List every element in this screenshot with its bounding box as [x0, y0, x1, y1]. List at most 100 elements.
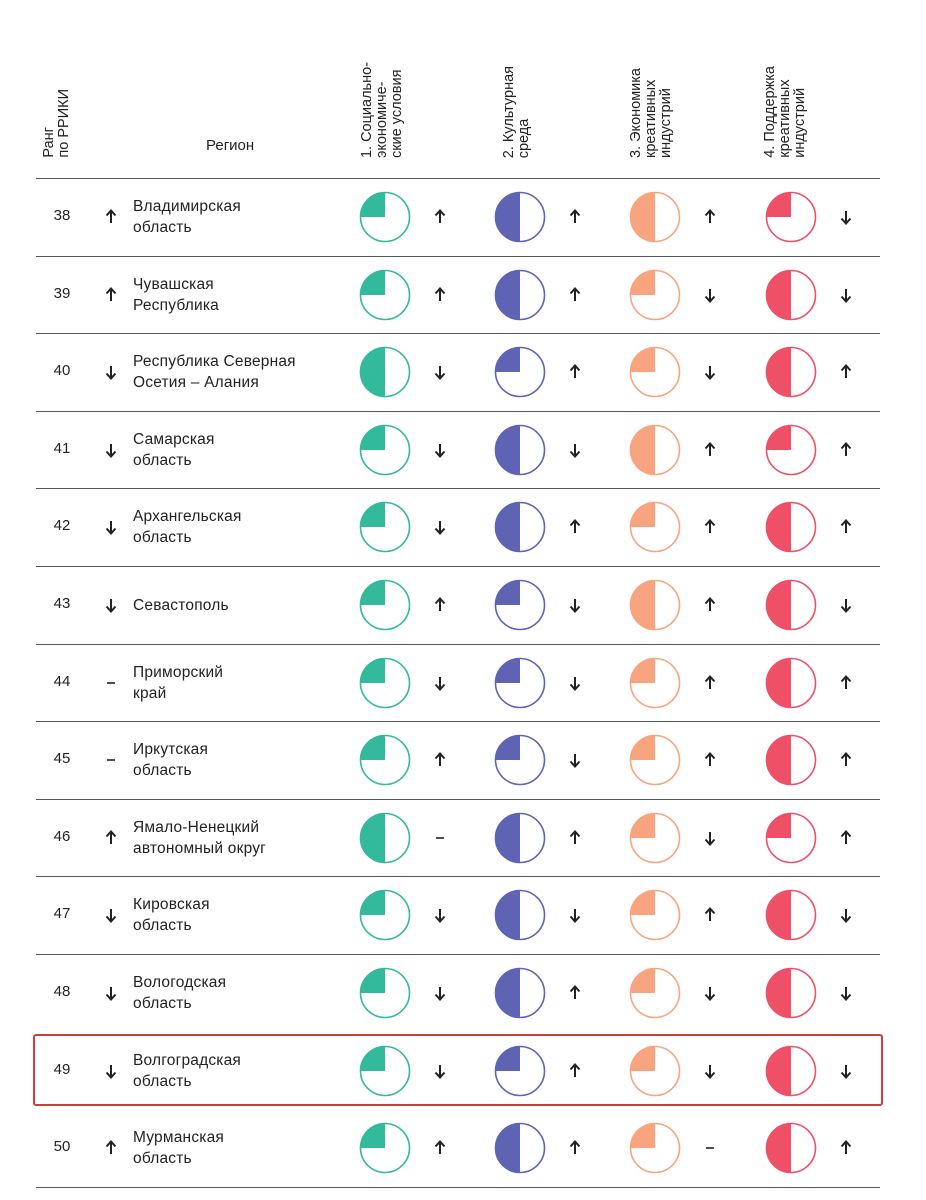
score-trend-down-icon — [565, 595, 585, 615]
rank-trend-none-icon — [101, 750, 121, 770]
row-divider — [36, 488, 880, 490]
score-trend-up-icon — [565, 517, 585, 537]
region-name-text: Республика Северная Осетия – Алания — [133, 353, 296, 392]
region-name-text: Волгоградская область — [133, 1051, 242, 1090]
score-trend-up-icon — [565, 285, 585, 305]
score-pie-icon — [629, 812, 681, 864]
region-name-text: Мурманская область — [133, 1129, 225, 1168]
column-header-creative-economy: 3. Экономика креативных индустрий — [628, 68, 674, 158]
score-pie-icon — [765, 346, 817, 398]
score-pie-icon — [765, 812, 817, 864]
row-divider — [36, 876, 880, 878]
score-trend-down-icon — [836, 983, 856, 1003]
score-trend-down-icon — [700, 983, 720, 1003]
score-trend-down-icon — [836, 905, 856, 925]
score-trend-up-icon — [430, 285, 450, 305]
table-row: 40 Республика Северная Осетия – Алания — [0, 333, 926, 411]
score-trend-none-icon — [430, 828, 450, 848]
score-pie-icon — [629, 657, 681, 709]
column-header-socioeconomic: 1. Социально- экономиче- ские условия — [359, 61, 405, 158]
score-pie-icon — [494, 269, 546, 321]
score-trend-up-icon — [700, 440, 720, 460]
row-divider — [36, 333, 880, 335]
score-pie-icon — [359, 579, 411, 631]
row-divider — [36, 178, 880, 179]
rank-value: 49 — [53, 1060, 71, 1078]
score-pie-icon — [494, 1122, 546, 1174]
score-pie-icon — [359, 424, 411, 476]
score-trend-down-icon — [700, 1061, 720, 1081]
rank-value: 38 — [53, 207, 71, 224]
rank-trend-down-icon — [101, 595, 121, 615]
score-trend-down-icon — [565, 905, 585, 925]
score-trend-up-icon — [836, 362, 856, 382]
row-divider — [36, 410, 880, 412]
score-pie-icon — [494, 579, 546, 631]
score-pie-icon — [359, 191, 411, 243]
score-pie-icon — [494, 967, 546, 1019]
score-pie-icon — [765, 1045, 817, 1097]
score-pie-icon — [494, 424, 546, 476]
table-row: 47 Кировская область — [0, 876, 926, 954]
column-header-creative-support: 4. Поддержка креативных индустрий — [762, 66, 808, 158]
region-name: Кировская область — [133, 876, 210, 954]
region-name: Приморский край — [133, 644, 223, 722]
score-trend-down-icon — [836, 285, 856, 305]
score-pie-icon — [629, 1122, 681, 1174]
row-divider — [36, 721, 880, 723]
score-trend-down-icon — [565, 440, 585, 460]
region-name-text: Севастополь — [133, 596, 229, 614]
score-pie-icon — [629, 889, 681, 941]
rank-value: 44 — [53, 672, 71, 690]
table-row: 49 Волгоградская область — [0, 1032, 926, 1110]
score-trend-up-icon — [565, 1138, 585, 1158]
row-divider — [36, 798, 880, 800]
score-pie-icon — [494, 346, 546, 398]
score-trend-up-icon — [700, 207, 720, 227]
score-pie-icon — [494, 812, 546, 864]
rank-value: 47 — [53, 905, 71, 923]
table-row: 50 Мурманская область — [0, 1109, 926, 1187]
region-column-header: Регион — [206, 137, 255, 154]
score-pie-icon — [359, 346, 411, 398]
score-trend-up-icon — [836, 1138, 856, 1158]
score-trend-down-icon — [700, 828, 720, 848]
rank-value: 42 — [53, 517, 71, 535]
table-row: 41 Самарская область — [0, 411, 926, 489]
score-trend-up-icon — [565, 983, 585, 1003]
rank-column-header: Ранг по РРИКИ — [41, 89, 72, 158]
rank-trend-down-icon — [101, 362, 121, 382]
score-trend-up-icon — [565, 828, 585, 848]
score-trend-up-icon — [565, 207, 585, 227]
rank-value: 40 — [53, 362, 71, 380]
score-pie-icon — [629, 967, 681, 1019]
score-pie-icon — [765, 889, 817, 941]
rank-trend-up-icon — [101, 285, 121, 305]
rank-trend-up-icon — [101, 828, 121, 848]
region-name-text: Самарская область — [133, 430, 215, 469]
score-pie-icon — [359, 1045, 411, 1097]
table-row: 45 Иркутская область — [0, 721, 926, 799]
highlight-frame — [33, 1034, 883, 1106]
table-row: 46 Ямало-Ненецкий автономный округ — [0, 799, 926, 877]
score-trend-down-icon — [430, 362, 450, 382]
score-pie-icon — [629, 1045, 681, 1097]
score-trend-up-icon — [565, 1061, 585, 1081]
rank-trend-none-icon — [101, 673, 121, 693]
row-divider — [36, 255, 880, 257]
table-row: 39 Чувашская Республика — [0, 256, 926, 334]
table-row: 48 Вологодская область — [0, 954, 926, 1032]
region-name: Чувашская Республика — [133, 256, 219, 334]
score-trend-down-icon — [430, 1061, 450, 1081]
rank-trend-up-icon — [101, 207, 121, 227]
rank-trend-down-icon — [101, 905, 121, 925]
score-trend-down-icon — [700, 285, 720, 305]
score-trend-up-icon — [836, 440, 856, 460]
row-divider — [36, 954, 880, 955]
row-divider — [36, 643, 880, 645]
region-name: Севастополь — [133, 566, 229, 644]
region-name: Архангельская область — [133, 488, 242, 566]
region-name: Мурманская область — [133, 1109, 224, 1187]
region-name-text: Ямало-Ненецкий автономный округ — [133, 818, 267, 857]
row-divider — [36, 1186, 880, 1188]
